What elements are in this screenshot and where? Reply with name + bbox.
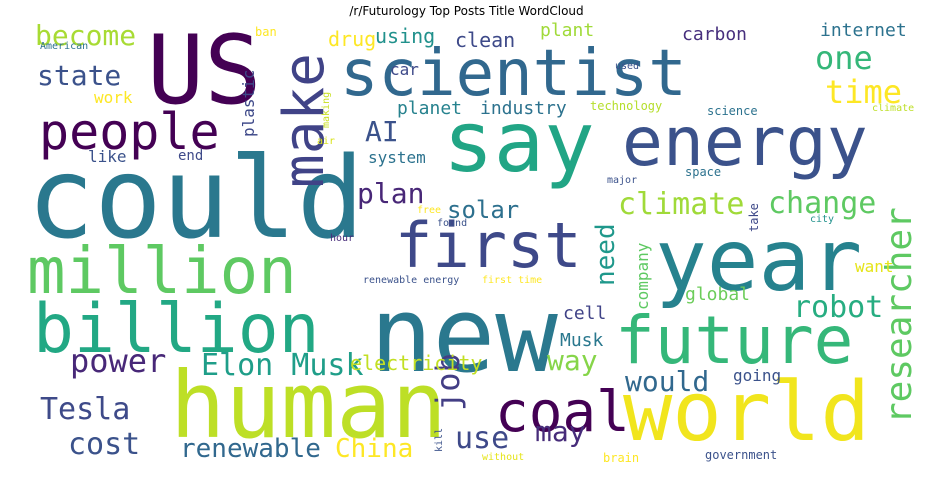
word-researcher: researcher xyxy=(879,207,916,424)
word-science: science xyxy=(707,104,758,118)
word-planet: planet xyxy=(397,98,463,119)
word-making: making xyxy=(321,91,332,128)
word-may: may xyxy=(535,415,586,448)
word-free: free xyxy=(417,205,442,216)
word-energy: energy xyxy=(622,103,868,182)
word-drug: drug xyxy=(328,27,377,51)
word-way: way xyxy=(547,344,598,377)
word-time: time xyxy=(825,73,903,111)
word-hour: hour xyxy=(330,233,355,244)
word-solar: solar xyxy=(447,196,520,224)
word-human: human xyxy=(170,352,447,459)
word-space: space xyxy=(685,165,722,179)
word-people: people xyxy=(39,103,220,161)
word-climate: climate xyxy=(618,187,745,222)
word-ai: AI xyxy=(365,115,399,148)
word-like: like xyxy=(88,147,127,166)
word-tesla: Tesla xyxy=(40,392,131,427)
word-robot: robot xyxy=(793,290,884,325)
word-major: major xyxy=(607,175,638,186)
word-global: global xyxy=(685,284,751,305)
word-brain: brain xyxy=(603,451,640,465)
word-plastic: plastic xyxy=(239,69,258,137)
word-clean: clean xyxy=(455,28,516,52)
word-elon-musk: Elon Musk xyxy=(201,348,364,383)
word-would: would xyxy=(625,365,710,398)
word-musk: Musk xyxy=(560,330,604,351)
word-car: car xyxy=(390,60,419,79)
word-use: use xyxy=(455,421,510,456)
word-take: take xyxy=(747,203,761,232)
word-million: million xyxy=(27,235,297,309)
word-cost: cost xyxy=(68,427,141,462)
word-cloud: US scientist say energy could people make first… xyxy=(15,20,916,478)
word-carbon: carbon xyxy=(682,24,748,45)
word-climate: climate xyxy=(872,103,915,114)
word-end: end xyxy=(178,148,204,164)
word-electricity: electricity xyxy=(350,351,483,375)
word-plan: plan xyxy=(357,177,425,210)
word-billion: billion xyxy=(33,290,320,369)
word-kill: kill xyxy=(434,427,445,452)
word-scientist: scientist xyxy=(340,37,687,111)
word-found: found xyxy=(437,218,468,229)
word-air: air xyxy=(317,136,336,147)
word-could: could xyxy=(27,134,365,264)
word-renewable-energy: renewable energy xyxy=(363,275,460,286)
word-work: work xyxy=(94,88,133,107)
word-city: city xyxy=(810,214,835,225)
word-used: used xyxy=(615,61,640,72)
word-new: new xyxy=(370,274,558,396)
chart-title: /r/Futurology Top Posts Title WordCloud xyxy=(349,4,584,18)
word-first-time: first time xyxy=(482,275,543,286)
word-become: become xyxy=(35,20,137,52)
word-using: using xyxy=(375,24,436,48)
word-world: world xyxy=(623,365,870,460)
word-without: without xyxy=(482,452,525,463)
word-technology: technology xyxy=(590,99,663,113)
word-cell: cell xyxy=(563,303,607,324)
word-internet: internet xyxy=(820,20,907,41)
word-future: future xyxy=(615,302,854,379)
word-one: one xyxy=(815,39,873,77)
word-us: US xyxy=(147,20,262,126)
word-china: China xyxy=(335,434,414,464)
word-need: need xyxy=(591,223,621,286)
word-industry: industry xyxy=(480,98,567,119)
word-coal: coal xyxy=(495,380,630,445)
word-government: government xyxy=(705,448,778,462)
word-company: company xyxy=(633,242,652,310)
word-first: first xyxy=(395,209,582,282)
word-plant: plant xyxy=(540,20,595,41)
word-ban: ban xyxy=(255,25,277,39)
word-say: say xyxy=(443,93,595,191)
word-renewable: renewable xyxy=(180,434,321,464)
word-power: power xyxy=(70,342,167,380)
word-want: want xyxy=(855,257,894,276)
word-american: American xyxy=(40,41,89,52)
word-system: system xyxy=(368,148,426,167)
word-going: going xyxy=(733,366,782,385)
word-year: year xyxy=(655,211,863,311)
word-state: state xyxy=(37,59,122,92)
word-change: change xyxy=(768,186,877,221)
